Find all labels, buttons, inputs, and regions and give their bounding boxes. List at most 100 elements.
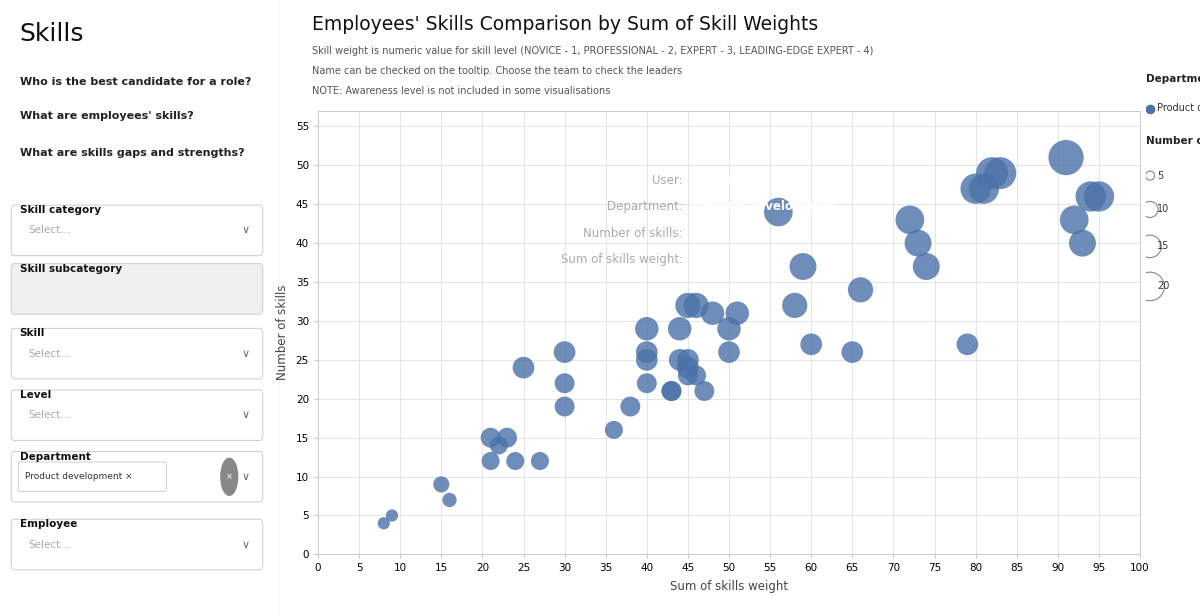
Text: NOTE: Awareness level is not included in some visualisations: NOTE: Awareness level is not included in…	[312, 86, 611, 95]
Point	[490, 440, 509, 450]
FancyBboxPatch shape	[11, 452, 263, 502]
Text: User:: User:	[653, 174, 686, 187]
Text: Department: Department	[19, 452, 90, 461]
Text: Number of skills: Number of skills	[1146, 136, 1200, 145]
Point	[505, 456, 524, 466]
Text: What are skills gaps and strengths?: What are skills gaps and strengths?	[19, 148, 244, 158]
Point	[958, 339, 977, 349]
Text: ∨: ∨	[242, 225, 250, 235]
Point	[620, 402, 640, 411]
Point	[974, 184, 994, 193]
Point	[991, 168, 1010, 178]
Text: Number of skills:: Number of skills:	[583, 227, 686, 240]
Text: ∨: ∨	[242, 472, 250, 482]
Point	[720, 347, 739, 357]
Text: Product development: Product development	[1157, 103, 1200, 113]
Point	[686, 370, 706, 380]
Point	[637, 347, 656, 357]
Point	[703, 308, 722, 318]
FancyBboxPatch shape	[18, 462, 167, 492]
Text: Department:: Department:	[607, 200, 686, 214]
Point	[727, 308, 746, 318]
Text: Employee: Employee	[19, 519, 77, 529]
Text: 20: 20	[1157, 282, 1170, 291]
Text: Name can be checked on the tooltip. Choose the team to check the leaders: Name can be checked on the tooltip. Choo…	[312, 66, 682, 76]
Text: Who is the best candidate for a role?: Who is the best candidate for a role?	[19, 77, 251, 87]
Point	[1140, 241, 1159, 251]
Text: Skill category: Skill category	[19, 205, 101, 215]
Point	[554, 347, 575, 357]
Circle shape	[221, 458, 238, 495]
Point	[637, 355, 656, 365]
Text: Employees' Skills Comparison by Sum of Skill Weights: Employees' Skills Comparison by Sum of S…	[312, 15, 818, 34]
Point	[793, 262, 812, 272]
Text: Select...: Select...	[28, 540, 71, 549]
Text: ∨: ∨	[242, 349, 250, 359]
Point	[670, 355, 689, 365]
Point	[769, 207, 788, 217]
Y-axis label: Number of skills: Number of skills	[276, 285, 289, 381]
Point	[1140, 205, 1159, 214]
Point	[1064, 215, 1084, 225]
Text: 15: 15	[1157, 241, 1170, 251]
FancyBboxPatch shape	[11, 519, 263, 570]
Point	[908, 238, 928, 248]
Point	[720, 324, 739, 334]
Point	[670, 324, 689, 334]
Point	[842, 347, 862, 357]
Point	[1140, 104, 1159, 115]
Point	[662, 386, 682, 396]
FancyBboxPatch shape	[11, 205, 263, 256]
Point	[498, 433, 517, 443]
FancyBboxPatch shape	[11, 328, 263, 379]
FancyBboxPatch shape	[11, 390, 263, 440]
Point	[678, 301, 697, 310]
Point	[440, 495, 460, 505]
Point	[374, 518, 394, 528]
Text: Select...: Select...	[28, 349, 71, 359]
Point	[802, 339, 821, 349]
Point	[637, 378, 656, 388]
Text: ∨: ∨	[242, 540, 250, 549]
Point	[900, 215, 919, 225]
Point	[966, 184, 985, 193]
Point	[554, 402, 575, 411]
Text: What are employees' skills?: What are employees' skills?	[19, 111, 193, 121]
Point	[662, 386, 682, 396]
Text: ×: ×	[226, 472, 233, 481]
Point	[695, 386, 714, 396]
Text: 10: 10	[1157, 205, 1169, 214]
Point	[678, 355, 697, 365]
Text: Product development: Product development	[694, 200, 835, 214]
Point	[554, 378, 575, 388]
Text: Select...: Select...	[28, 225, 71, 235]
Text: 57: 57	[694, 253, 709, 267]
Point	[1073, 238, 1092, 248]
Text: Martin Smith: Martin Smith	[694, 174, 779, 187]
Point	[432, 479, 451, 489]
Point	[678, 363, 697, 373]
Text: Product development ×: Product development ×	[25, 472, 133, 481]
Point	[1081, 192, 1100, 201]
Point	[1090, 192, 1109, 201]
X-axis label: Sum of skills weight: Sum of skills weight	[670, 580, 788, 593]
Point	[917, 262, 936, 272]
Point	[383, 511, 402, 521]
Point	[785, 301, 804, 310]
Point	[637, 324, 656, 334]
Point	[514, 363, 533, 373]
Text: Skill: Skill	[19, 328, 44, 338]
Point	[678, 370, 697, 380]
Point	[1140, 171, 1159, 180]
Text: Skills: Skills	[19, 22, 84, 46]
FancyBboxPatch shape	[11, 264, 263, 314]
Text: Sum of skills weight:: Sum of skills weight:	[560, 253, 686, 267]
Point	[481, 456, 500, 466]
Point	[686, 301, 706, 310]
Text: ∨: ∨	[242, 410, 250, 420]
Text: Level: Level	[19, 390, 50, 400]
Text: 44: 44	[694, 227, 709, 240]
Text: Skill weight is numeric value for skill level (NOVICE - 1, PROFESSIONAL - 2, EXP: Skill weight is numeric value for skill …	[312, 46, 874, 56]
Text: Skill subcategory: Skill subcategory	[19, 264, 121, 274]
Text: Select...: Select...	[28, 410, 71, 420]
